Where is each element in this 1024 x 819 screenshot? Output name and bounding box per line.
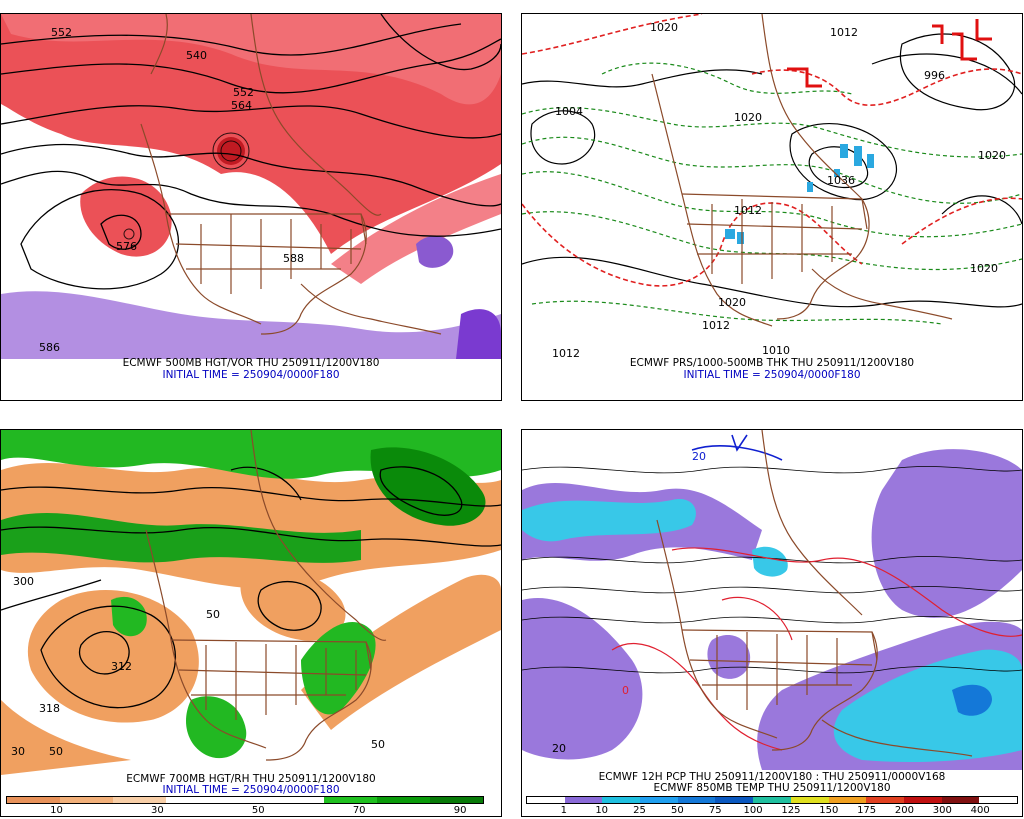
panel-700mb-hgt-rh: 312 318 300 50 50 30 50 ECMWF 700MB HGT/… [0,429,502,817]
colorbar-tick-label: 125 [781,805,801,816]
colorbar-swatch [271,797,325,803]
colorbar-tick-label: 175 [857,805,877,816]
colorbar-swatch [979,797,1017,803]
colorbar-swatch [377,797,431,803]
contour-label-20b: 20 [692,450,706,463]
panel-init-time: INITIAL TIME = 250904/0000F180 [683,369,861,381]
colorbar-swatch [790,797,829,803]
precip-colorbar [526,796,1018,804]
colorbar-tick-label: 10 [50,805,63,816]
contour-label-552b: 552 [233,86,254,99]
panel-caption: ECMWF 12H PCP THU 250911/1200V180 : THU … [598,771,946,783]
colorbar-tick-label: 200 [894,805,914,816]
contour-label-0: 0 [622,684,629,697]
map-500mb-vort: 552 540 552 564 576 588 586 [1,14,501,359]
contour-label-552a: 552 [51,26,72,39]
contour-label-300: 300 [13,575,34,588]
contour-label-1010: 1010 [762,344,790,357]
contour-label-564: 564 [231,99,252,112]
colorbar-tick-label: 70 [352,805,366,816]
contour-label-1012d: 1012 [552,347,580,359]
contour-label-20a: 20 [552,742,566,755]
panel-500mb-hgt-vort: 552 540 552 564 576 588 586 ECMWF 500MB … [0,13,502,401]
colorbar-tick-label: 90 [453,805,467,816]
colorbar-tick-label: 400 [970,805,990,816]
contour-label-996: 996 [924,69,945,82]
panel-init-time: INITIAL TIME = 250904/0000F180 [162,784,340,796]
colorbar-tick-label: 100 [743,805,763,816]
colorbar-swatch [866,797,904,803]
contour-label-586: 586 [39,341,60,354]
colorbar-swatch [753,797,791,803]
panel-caption: ECMWF PRS/1000-500MB THK THU 250911/1200… [629,357,915,369]
contour-label-318: 318 [39,702,60,715]
panel-precip-850temp: 0 20 20 ECMWF 12H PCP THU 250911/1200V18… [521,429,1023,817]
colorbar-swatch [112,797,166,803]
contour-label-1020c: 1020 [978,149,1006,162]
contour-label-588: 588 [283,252,304,265]
colorbar-tick-label: 1 [560,805,568,816]
map-700mb-rh: 312 318 300 50 50 30 50 [1,430,501,775]
colorbar-swatch [324,797,378,803]
colorbar-tick-label: 25 [633,805,646,816]
contour-label-1020a: 1020 [650,21,678,34]
panel-caption: ECMWF 500MB HGT/VOR THU 250911/1200V180 [122,357,380,369]
colorbar-swatch [218,797,272,803]
colorbar-swatch [640,797,678,803]
precip-colorbar-ticks: 1 10 25 50 75 100 125 150 175 200 300 400 [526,805,1018,816]
contour-label-30: 30 [11,745,25,758]
colorbar-swatch [828,797,867,803]
contour-label-1012b: 1012 [734,204,762,217]
contour-label-50c: 50 [371,738,385,751]
colorbar-tick-label: 10 [595,805,609,816]
contour-label-1012a: 1012 [830,26,858,39]
contour-label-1020d: 1020 [970,262,998,275]
colorbar-tick-label: 50 [671,805,684,816]
contour-label-540: 540 [186,49,207,62]
contour-label-312: 312 [111,660,132,673]
rh-colorbar [6,796,484,804]
contour-label-576: 576 [116,240,137,253]
contour-label-1012c: 1012 [702,319,730,332]
map-precip-850temp: 0 20 20 [522,430,1022,770]
contour-label-1020b: 1020 [734,111,762,124]
contour-label-1020e: 1020 [718,296,746,309]
colorbar-swatch [59,797,113,803]
colorbar-swatch [715,797,754,803]
colorbar-tick-label: 300 [932,805,952,816]
panel-caption: ECMWF 700MB HGT/RH THU 250911/1200V180 [126,773,376,785]
colorbar-tick-label: 150 [819,805,839,816]
colorbar-tick-label: 30 [150,805,164,816]
colorbar-swatch [941,797,980,803]
colorbar-swatch [527,797,565,803]
colorbar-tick-label: 75 [708,805,722,816]
rh-colorbar-ticks: 10 30 50 70 90 [6,805,484,816]
panel-caption-secondary: ECMWF 850MB TEMP THU 250911/1200V180 [653,782,891,794]
colorbar-swatch [564,797,603,803]
colorbar-swatch [165,797,219,803]
colorbar-swatch [602,797,641,803]
panel-init-time: INITIAL TIME = 250904/0000F180 [162,369,340,381]
colorbar-swatch [903,797,942,803]
colorbar-swatch [7,797,60,803]
contour-label-1036: 1036 [827,174,855,187]
map-pressure-thickness: 1020 1004 1012 1020 1012 1036 1020 1020 … [522,14,1022,359]
panel-pressure-thickness: 1020 1004 1012 1020 1012 1036 1020 1020 … [521,13,1023,401]
colorbar-tick-label: 50 [251,805,265,816]
contour-label-50b: 50 [49,745,63,758]
contour-label-50a: 50 [206,608,220,621]
colorbar-swatch [677,797,716,803]
colorbar-swatch [430,797,484,803]
contour-label-1004: 1004 [555,105,583,118]
